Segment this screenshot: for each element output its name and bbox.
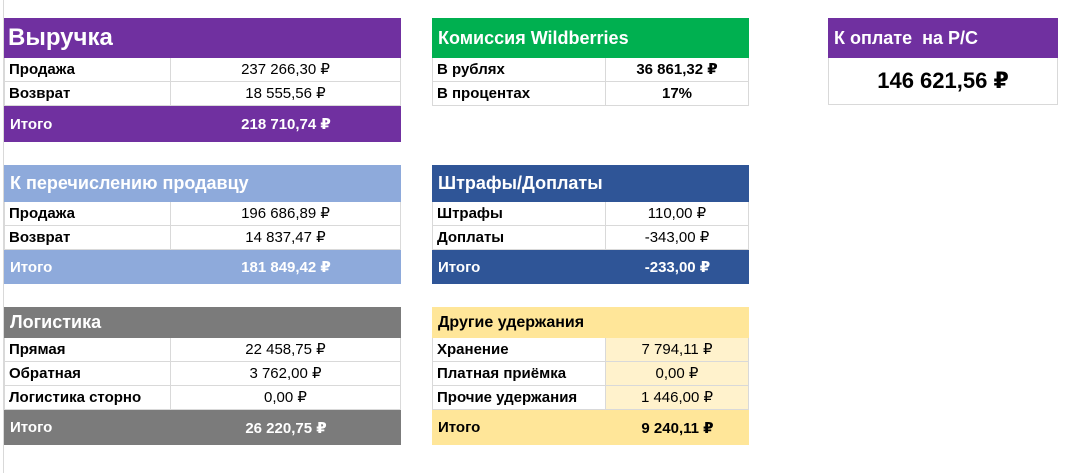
total-label[interactable]: Итого — [10, 115, 53, 133]
table-row: Доплаты -343,00 ₽ — [432, 226, 749, 250]
table-row: Возврат 14 837,47 ₽ — [4, 226, 401, 250]
table-row: Штрафы 110,00 ₽ — [432, 202, 749, 226]
row-label[interactable]: В процентах — [432, 82, 606, 105]
seller-transfer-table: К перечислению продавцу Продажа 196 686,… — [4, 165, 401, 284]
row-value[interactable]: 22 458,75 ₽ — [171, 338, 401, 361]
total-label[interactable]: Итого — [438, 419, 481, 436]
commission-title[interactable]: Комиссия Wildberries — [432, 18, 749, 58]
row-label[interactable]: Прочие удержания — [432, 386, 606, 409]
row-value[interactable]: 196 686,89 ₽ — [171, 202, 401, 225]
total-row: Итого 9 240,11 ₽ — [432, 410, 749, 445]
row-value[interactable]: 17% — [606, 82, 749, 105]
revenue-table: Выручка Продажа 237 266,30 ₽ Возврат 18 … — [4, 18, 401, 142]
table-row: Хранение 7 794,11 ₽ — [432, 338, 749, 362]
total-label[interactable]: Итого — [438, 258, 481, 276]
table-row: Логистика сторно 0,00 ₽ — [4, 386, 401, 410]
fines-table: Штрафы/Доплаты Штрафы 110,00 ₽ Доплаты -… — [432, 165, 749, 284]
row-value[interactable]: -343,00 ₽ — [606, 226, 749, 249]
row-value[interactable]: 36 861,32 ₽ — [606, 58, 749, 81]
row-label[interactable]: Возврат — [4, 226, 171, 249]
total-value[interactable]: 26 220,75 ₽ — [245, 419, 327, 437]
row-label[interactable]: Хранение — [432, 338, 606, 361]
row-value[interactable]: 110,00 ₽ — [606, 202, 749, 225]
row-value[interactable]: 0,00 ₽ — [171, 386, 401, 409]
table-row: В процентах 17% — [432, 82, 749, 106]
table-row: Продажа 237 266,30 ₽ — [4, 58, 401, 82]
other-deductions-table: Другие удержания Хранение 7 794,11 ₽ Пла… — [432, 307, 749, 445]
payout-box: К оплате на Р/С 146 621,56 ₽ — [828, 18, 1058, 105]
row-label[interactable]: Прямая — [4, 338, 171, 361]
row-value[interactable]: 237 266,30 ₽ — [171, 58, 401, 81]
row-value[interactable]: 18 555,56 ₽ — [171, 82, 401, 105]
table-row: Платная приёмка 0,00 ₽ — [432, 362, 749, 386]
total-row: Итого 26 220,75 ₽ — [4, 410, 401, 445]
total-value[interactable]: 9 240,11 ₽ — [641, 419, 714, 437]
total-value[interactable]: 181 849,42 ₽ — [241, 259, 331, 276]
table-row: Обратная 3 762,00 ₽ — [4, 362, 401, 386]
row-label[interactable]: Штрафы — [432, 202, 606, 225]
row-label[interactable]: Обратная — [4, 362, 171, 385]
total-value[interactable]: -233,00 ₽ — [644, 259, 711, 276]
sheet-gridline — [3, 0, 4, 473]
row-label[interactable]: Возврат — [4, 82, 171, 105]
row-value[interactable]: 7 794,11 ₽ — [606, 338, 749, 361]
logistics-title[interactable]: Логистика — [4, 307, 401, 338]
table-row: Прямая 22 458,75 ₽ — [4, 338, 401, 362]
payout-title[interactable]: К оплате на Р/С — [828, 18, 1058, 58]
row-label[interactable]: Продажа — [4, 58, 171, 81]
row-label[interactable]: Доплаты — [432, 226, 606, 249]
commission-table: Комиссия Wildberries В рублях 36 861,32 … — [432, 18, 749, 106]
other-title[interactable]: Другие удержания — [432, 307, 749, 338]
total-label[interactable]: Итого — [10, 258, 53, 276]
total-value[interactable]: 218 710,74 ₽ — [241, 116, 331, 133]
logistics-table: Логистика Прямая 22 458,75 ₽ Обратная 3 … — [4, 307, 401, 445]
table-row: Возврат 18 555,56 ₽ — [4, 82, 401, 106]
total-row: Итого 218 710,74 ₽ — [4, 106, 401, 142]
row-label[interactable]: Логистика сторно — [4, 386, 171, 409]
total-row: Итого -233,00 ₽ — [432, 250, 749, 284]
revenue-title[interactable]: Выручка — [4, 18, 401, 58]
seller-title[interactable]: К перечислению продавцу — [4, 165, 401, 202]
fines-title[interactable]: Штрафы/Доплаты — [432, 165, 749, 202]
row-value[interactable]: 3 762,00 ₽ — [171, 362, 401, 385]
table-row: Продажа 196 686,89 ₽ — [4, 202, 401, 226]
row-value[interactable]: 0,00 ₽ — [606, 362, 749, 385]
row-label[interactable]: В рублях — [432, 58, 606, 81]
table-row: Прочие удержания 1 446,00 ₽ — [432, 386, 749, 410]
table-row: В рублях 36 861,32 ₽ — [432, 58, 749, 82]
row-value[interactable]: 1 446,00 ₽ — [606, 386, 749, 409]
row-value[interactable]: 14 837,47 ₽ — [171, 226, 401, 249]
total-label[interactable]: Итого — [10, 419, 53, 436]
total-row: Итого 181 849,42 ₽ — [4, 250, 401, 284]
row-label[interactable]: Продажа — [4, 202, 171, 225]
row-label[interactable]: Платная приёмка — [432, 362, 606, 385]
payout-value[interactable]: 146 621,56 ₽ — [828, 58, 1058, 105]
